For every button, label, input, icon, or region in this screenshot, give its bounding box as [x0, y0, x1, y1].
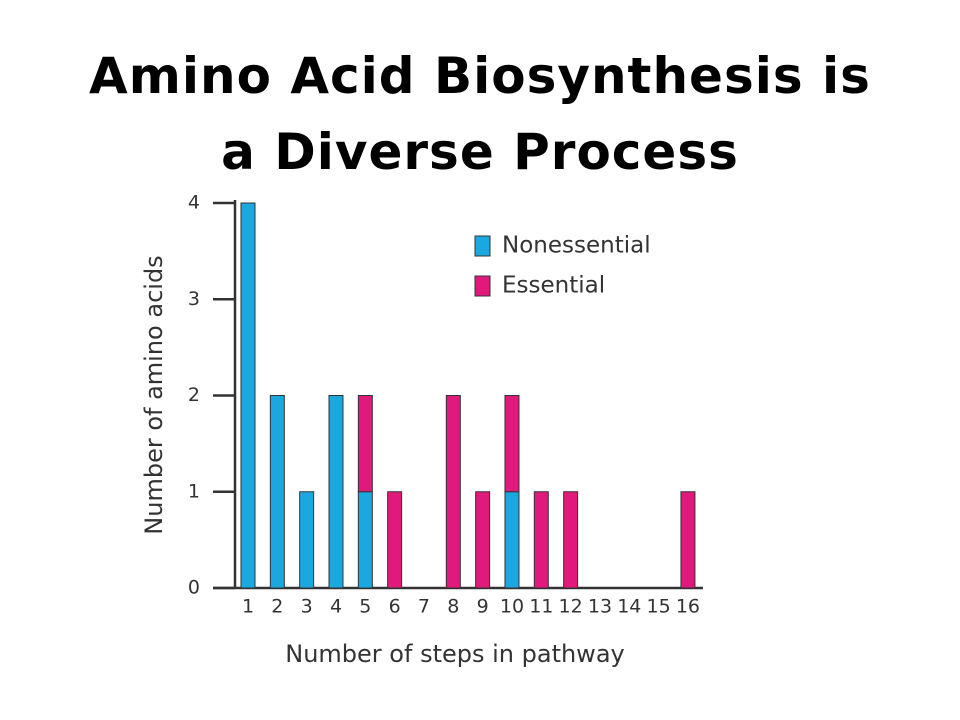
legend-label: Nonessential	[502, 233, 651, 259]
x-tick-label: 9	[477, 596, 489, 618]
y-tick-label: 0	[188, 577, 200, 599]
y-tick-label: 1	[188, 480, 200, 502]
bar-segment	[387, 491, 403, 589]
x-tick-label: 7	[418, 596, 430, 618]
x-tick-label: 6	[389, 596, 401, 618]
x-tick-label: 5	[359, 596, 371, 618]
y-tick-label: 3	[188, 288, 200, 310]
bar-segment	[680, 491, 696, 589]
legend-swatch	[474, 275, 491, 297]
bar-segment	[445, 395, 461, 589]
x-tick-label: 1	[242, 596, 254, 618]
bar-segment	[504, 395, 520, 493]
x-tick-label: 10	[500, 596, 524, 618]
bar-segment	[299, 491, 315, 589]
x-tick-label: 4	[330, 596, 342, 618]
x-axis-label: Number of steps in pathway	[285, 640, 624, 668]
bar-segment	[533, 491, 549, 589]
bar-segment	[240, 202, 256, 589]
y-tick-label: 4	[188, 192, 200, 214]
x-tick-label: 15	[647, 596, 671, 618]
bar-segment	[563, 491, 579, 589]
bar-segment	[328, 395, 344, 589]
y-tick-label: 2	[188, 384, 200, 406]
x-tick-label: 11	[529, 596, 553, 618]
bar-segment	[357, 395, 373, 493]
y-axis-label: Number of amino acids	[140, 255, 168, 534]
x-tick-label: 8	[447, 596, 459, 618]
bar-segment	[357, 491, 373, 589]
bar-segment	[269, 395, 285, 589]
bar-segment	[475, 491, 491, 589]
legend-label: Essential	[502, 273, 605, 299]
x-tick-label: 3	[301, 596, 313, 618]
legend-swatch	[474, 235, 491, 257]
x-tick-label: 14	[617, 596, 641, 618]
slide-title: Amino Acid Biosynthesis is a Diverse Pro…	[89, 47, 871, 181]
x-tick-label: 13	[588, 596, 612, 618]
x-tick-label: 2	[271, 596, 283, 618]
bar-segment	[504, 491, 520, 589]
x-tick-label: 16	[676, 596, 700, 618]
x-tick-label: 12	[559, 596, 583, 618]
